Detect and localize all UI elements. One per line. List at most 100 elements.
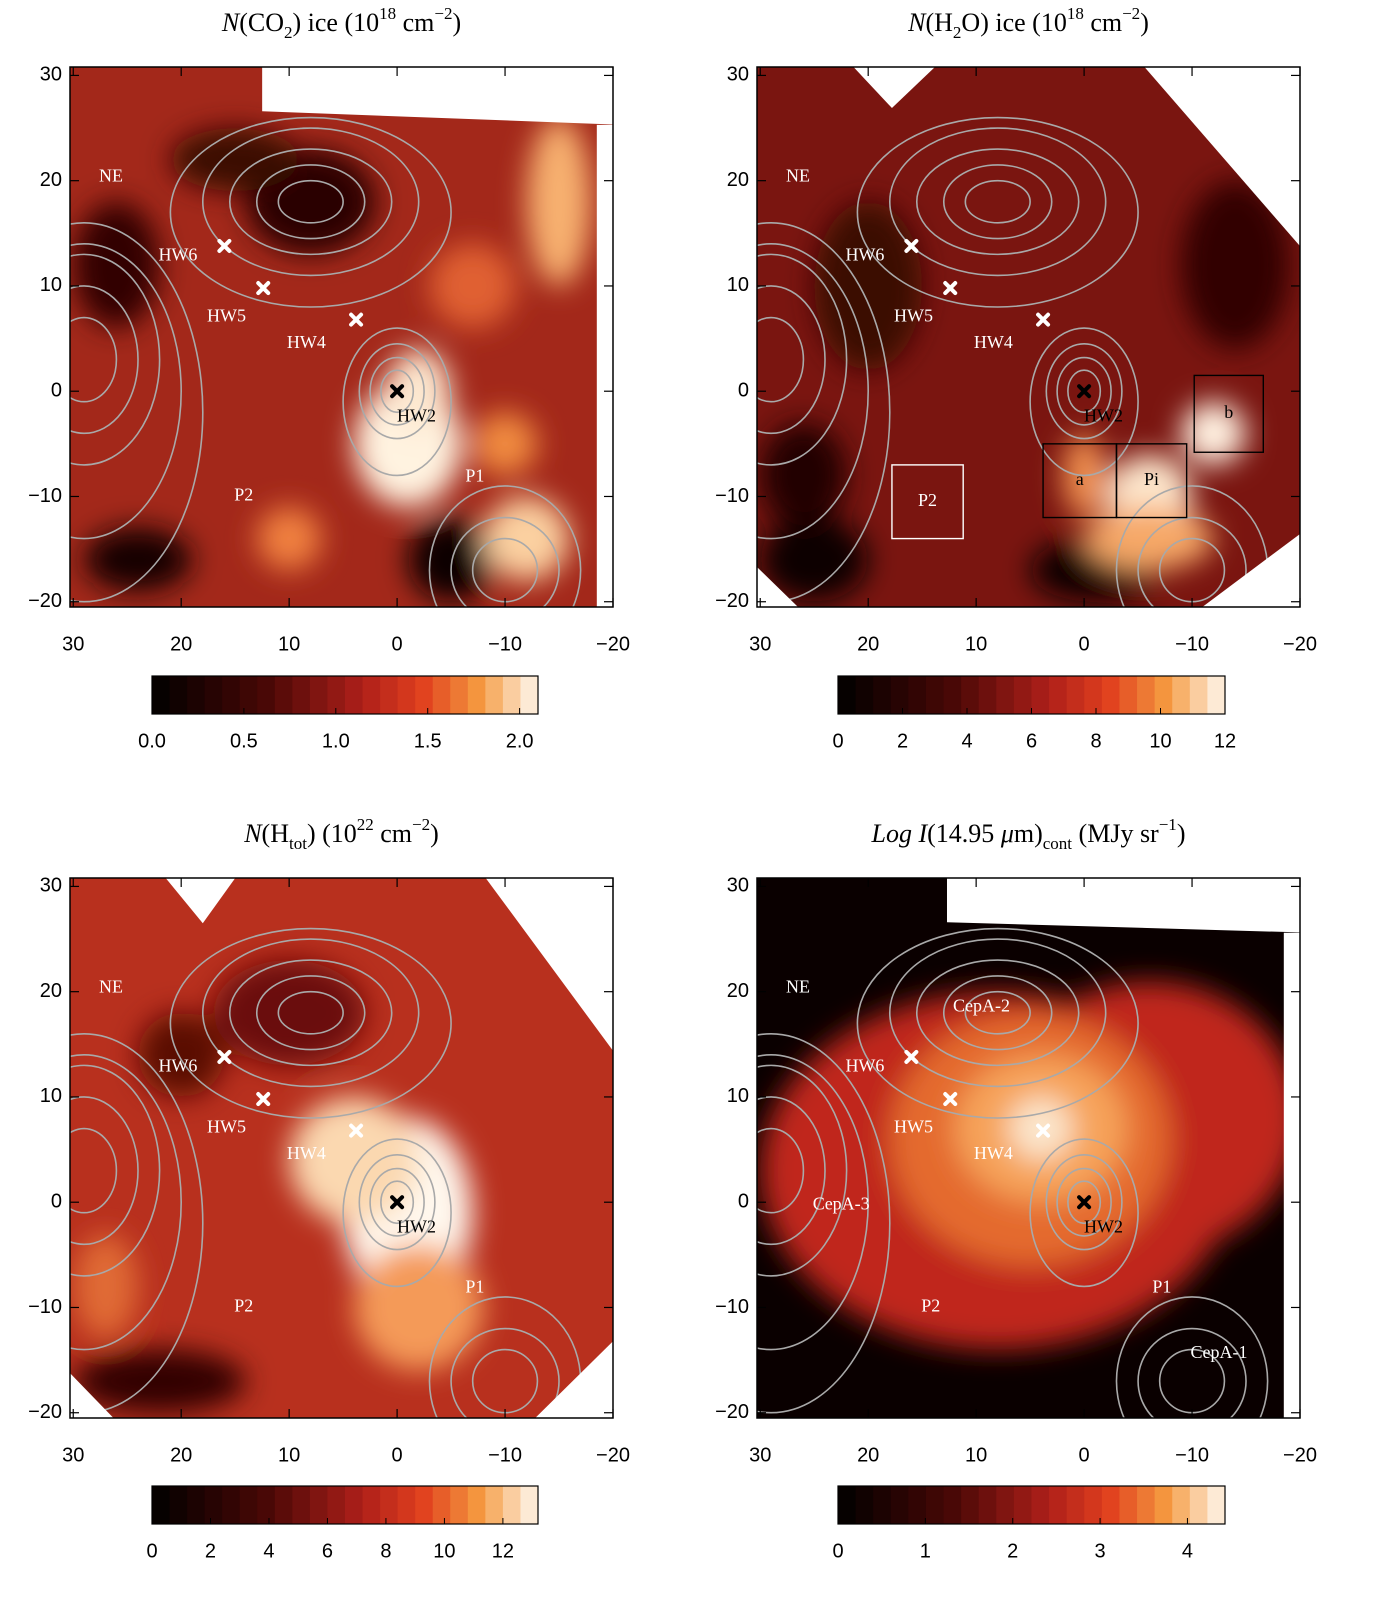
region-box <box>891 464 964 540</box>
contour <box>342 1138 452 1288</box>
source-label: HW2 <box>1084 406 1123 426</box>
contour <box>964 990 1031 1035</box>
region-box <box>1115 443 1188 519</box>
colorbar-step <box>274 676 293 714</box>
contour <box>201 938 420 1088</box>
title-part: −2 <box>1122 4 1140 23</box>
source-marker <box>217 238 232 253</box>
colorbar-step <box>204 676 223 714</box>
colorbar-step <box>1154 1486 1173 1524</box>
region-label: P2 <box>918 490 937 510</box>
colorbar-tick-label: 12 <box>492 1540 514 1562</box>
map-blob <box>1181 180 1290 350</box>
x-tick-label: 20 <box>170 1444 192 1466</box>
source-marker <box>904 238 919 253</box>
colorbar-frame <box>151 1485 539 1525</box>
map <box>757 67 1300 607</box>
map <box>70 878 613 1418</box>
source-label: HW5 <box>207 1117 246 1137</box>
colorbar-step <box>432 1486 451 1524</box>
map-blob <box>256 506 322 571</box>
colorbar-step <box>204 1486 223 1524</box>
contour <box>358 343 436 440</box>
map-blob <box>760 422 847 529</box>
map-mask <box>1144 67 1300 247</box>
map-blob <box>1181 401 1247 465</box>
y-tick-label: −10 <box>28 1296 62 1318</box>
colorbar-step <box>274 1486 293 1524</box>
frame <box>756 66 1301 608</box>
colorbar-step <box>467 1486 486 1524</box>
x-tick-label: −10 <box>488 1444 522 1466</box>
title-part: (14.95 <box>927 819 1001 848</box>
contour <box>1067 1180 1102 1225</box>
colorbar-tick-label: 2 <box>205 1540 216 1562</box>
map-mask <box>596 124 613 607</box>
title-part: cm <box>374 819 412 848</box>
contour <box>369 1167 425 1237</box>
title-part: ) (10 <box>307 819 357 848</box>
title-part: cm <box>1084 8 1122 37</box>
colorbar-step <box>485 676 504 714</box>
source-label: P1 <box>465 466 484 486</box>
colorbar-step <box>1154 676 1173 714</box>
y-tick-label: 0 <box>51 379 62 401</box>
x-tick-label: 0 <box>392 633 403 655</box>
colorbar-tick-label: 3 <box>1095 1540 1106 1562</box>
contour <box>70 1096 139 1246</box>
colorbar-step <box>1101 1486 1120 1524</box>
title-part: ) ice (10 <box>292 8 379 37</box>
y-tick-label: 20 <box>727 980 749 1002</box>
panel-title: Log I(14.95 μm)cont (MJy sr−1) <box>871 815 1186 853</box>
title-part: N <box>221 8 241 37</box>
contour <box>342 327 452 477</box>
contour <box>70 222 204 603</box>
source-label: CepA-3 <box>813 1193 870 1213</box>
source-marker <box>1036 1123 1051 1138</box>
contour <box>70 1127 118 1214</box>
colorbar-step <box>1172 676 1191 714</box>
source-label: HW2 <box>397 406 436 426</box>
contour <box>1056 356 1112 426</box>
source-marker <box>1077 384 1092 399</box>
title-part: ) <box>1140 8 1149 37</box>
contour <box>757 243 869 540</box>
contour <box>964 179 1031 224</box>
colorbar-step <box>222 1486 241 1524</box>
contour <box>169 927 452 1119</box>
source-label: P2 <box>234 1296 253 1316</box>
map-mask <box>535 1341 613 1418</box>
y-tick-label: 30 <box>40 64 62 86</box>
map-blob <box>429 243 516 329</box>
x-tick-label: 30 <box>749 633 771 655</box>
panel-title: N(H2O) ice (1018 cm−2) <box>907 4 1149 42</box>
contour <box>1045 1154 1123 1251</box>
colorbar-step <box>520 1486 539 1524</box>
x-tick-label: 20 <box>857 633 879 655</box>
y-tick-label: −20 <box>28 1401 62 1423</box>
contour <box>757 1127 805 1214</box>
title-part: 2 <box>284 23 293 42</box>
x-tick-label: 30 <box>62 1444 84 1466</box>
colorbar-step <box>838 1486 857 1524</box>
colorbar-tick-label: 1 <box>920 1540 931 1562</box>
title-part: N <box>243 819 263 848</box>
colorbar-step <box>187 1486 206 1524</box>
colorbar-step <box>380 676 399 714</box>
colorbar-step <box>978 676 997 714</box>
source-marker <box>390 384 405 399</box>
y-tick-label: 30 <box>727 64 749 86</box>
frame <box>756 877 1301 1419</box>
colorbar-step <box>1189 676 1208 714</box>
map-blob <box>289 1096 419 1224</box>
title-part: μ <box>1000 819 1014 848</box>
map-blob <box>73 1233 139 1340</box>
source-marker <box>349 312 364 327</box>
source-label: HW4 <box>974 1143 1013 1163</box>
colorbar-step <box>327 1486 346 1524</box>
contour <box>1067 369 1102 414</box>
colorbar-step <box>925 676 945 714</box>
colorbar-step <box>1084 676 1103 714</box>
source-label: HW4 <box>287 332 326 352</box>
contour <box>1137 516 1247 607</box>
